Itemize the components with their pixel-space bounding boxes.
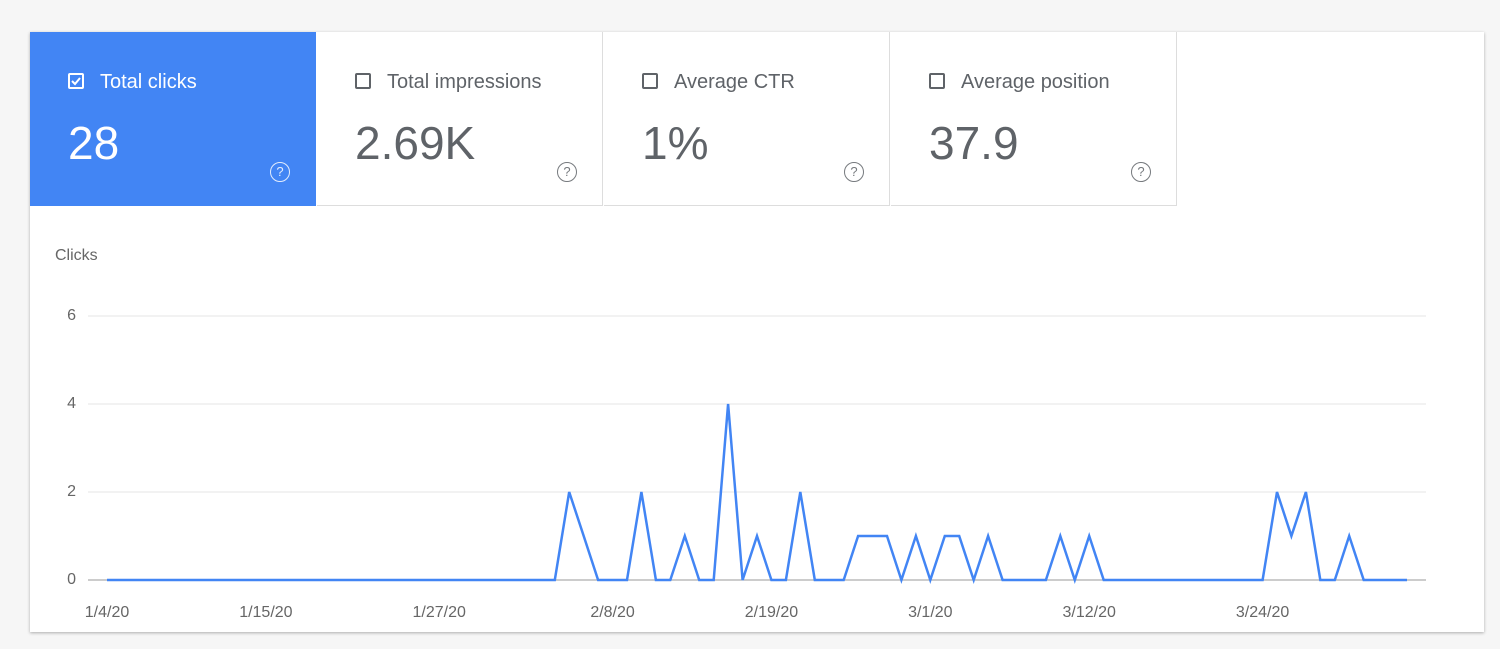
chart: Clicks 0 2 4 6 1/4/20 1/15/20 1/27/20 2/8/20 2/1… — [55, 247, 1426, 621]
x-tick-label: 3/12/20 — [1063, 604, 1116, 621]
y-tick-label: 0 — [67, 571, 76, 588]
x-tick-label: 3/24/20 — [1236, 604, 1289, 621]
help-icon[interactable]: ? — [270, 162, 290, 182]
x-tick-label: 2/8/20 — [590, 604, 635, 621]
checkbox[interactable] — [68, 73, 84, 89]
help-icon[interactable]: ? — [557, 162, 577, 182]
metric-card[interactable]: Total clicks 28? — [30, 32, 316, 206]
metric-card[interactable]: Average position 37.9? — [891, 32, 1177, 206]
metric-card[interactable]: Average CTR 1%? — [604, 32, 890, 206]
checkbox[interactable] — [355, 73, 371, 89]
x-tick-label: 1/15/20 — [239, 604, 292, 621]
checkbox[interactable] — [929, 73, 945, 89]
metric-value: 28 — [68, 117, 120, 169]
check-mark — [71, 77, 81, 86]
metric-value: 1% — [642, 117, 709, 169]
x-tick-label: 3/1/20 — [908, 604, 953, 621]
performance-card: Total clicks 28? Total impressions 2.69K? Av… — [30, 32, 1484, 632]
metric-label: Average CTR — [674, 71, 795, 93]
metric-value: 37.9 — [929, 117, 1019, 169]
y-tick-label: 2 — [67, 483, 76, 500]
x-tick-label: 2/19/20 — [745, 604, 798, 621]
metric-card[interactable]: Total impressions 2.69K? — [317, 32, 603, 206]
y-tick-label: 6 — [67, 307, 76, 324]
y-tick-label: 4 — [67, 395, 76, 412]
metric-label: Average position — [961, 71, 1110, 93]
metric-label: Total impressions — [387, 71, 542, 93]
help-icon[interactable]: ? — [1131, 162, 1151, 182]
x-tick-label: 1/27/20 — [413, 604, 466, 621]
y-axis-label: Clicks — [55, 247, 98, 264]
metric-value: 2.69K — [355, 117, 476, 169]
metric-label: Total clicks — [100, 71, 197, 93]
clicks-line — [107, 403, 1407, 585]
x-tick-label: 1/4/20 — [85, 604, 130, 621]
checkbox[interactable] — [642, 73, 658, 89]
help-icon[interactable]: ? — [844, 162, 864, 182]
